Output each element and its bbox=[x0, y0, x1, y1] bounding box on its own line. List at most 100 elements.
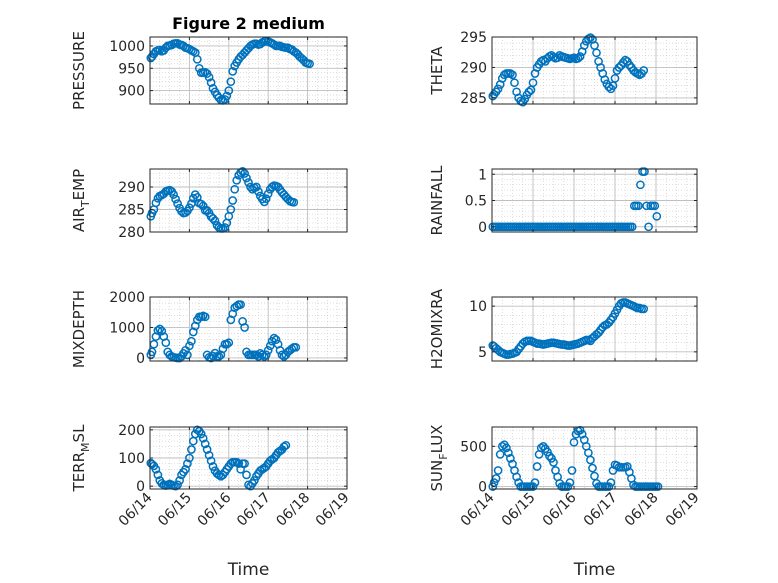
data-point bbox=[532, 462, 542, 471]
data-point bbox=[230, 184, 240, 194]
data-point bbox=[147, 347, 157, 357]
data-point bbox=[579, 41, 589, 50]
data-point bbox=[508, 70, 517, 80]
data-point bbox=[155, 324, 165, 334]
data-point bbox=[259, 352, 269, 361]
x-tick-label: 06/14 bbox=[458, 490, 498, 530]
y-tick-label: 0.5 bbox=[465, 194, 487, 210]
data-point bbox=[200, 312, 210, 322]
data-point bbox=[222, 339, 232, 349]
data-point bbox=[569, 437, 579, 447]
x-tick-label: 06/17 bbox=[581, 490, 621, 530]
data-point bbox=[206, 78, 216, 87]
y-tick-label: 0 bbox=[478, 480, 487, 496]
data-point bbox=[524, 87, 534, 97]
x-tick-label: 06/15 bbox=[155, 490, 195, 530]
axes-box bbox=[491, 426, 698, 490]
data-point bbox=[275, 345, 285, 355]
data-point bbox=[502, 443, 511, 453]
data-point bbox=[493, 84, 503, 94]
data-point bbox=[495, 450, 505, 459]
data-point bbox=[604, 82, 614, 92]
data-point bbox=[573, 53, 583, 63]
y-axis-label: TERRMSL bbox=[70, 424, 92, 493]
data-point bbox=[261, 194, 271, 204]
data-point bbox=[640, 167, 649, 176]
axes-box bbox=[149, 36, 348, 105]
figure-title: Figure 2 medium bbox=[172, 14, 325, 33]
data-point bbox=[224, 86, 234, 95]
data-point bbox=[242, 173, 251, 183]
data-point bbox=[175, 476, 184, 485]
subplot-sun_flux: 0 500 SUNFLUX 06/14 06/15 06/16 06/17 06/18 06/1… bbox=[428, 425, 703, 580]
data-point bbox=[287, 344, 297, 354]
data-point bbox=[267, 182, 277, 192]
data-point bbox=[214, 352, 224, 361]
data-point bbox=[204, 450, 214, 460]
data-point bbox=[151, 464, 161, 474]
data-point bbox=[281, 440, 291, 450]
y-axis-label: H2OMIXRA bbox=[428, 288, 446, 369]
x-tick-label: 06/16 bbox=[540, 490, 580, 530]
data-point bbox=[228, 196, 238, 205]
data-point bbox=[252, 182, 261, 192]
data-point bbox=[510, 78, 519, 88]
data-point bbox=[263, 345, 273, 355]
y-axis-label: RAINFALL bbox=[428, 165, 446, 236]
data-point bbox=[240, 459, 249, 468]
data-point bbox=[240, 169, 249, 178]
data-point bbox=[196, 199, 206, 209]
y-axis-label: THETA bbox=[428, 46, 446, 96]
data-point bbox=[636, 180, 645, 190]
y-tick-label: 100 bbox=[118, 451, 145, 467]
subplot-theta: 285 290 295 THETA bbox=[428, 30, 698, 107]
x-axis-label: Time bbox=[573, 560, 616, 580]
data-point bbox=[173, 199, 182, 208]
data-point bbox=[224, 338, 234, 348]
data-point bbox=[305, 59, 314, 69]
x-tick-label: 06/14 bbox=[116, 490, 156, 530]
data-point bbox=[185, 341, 194, 351]
data-point bbox=[261, 350, 271, 360]
y-tick-label: 285 bbox=[118, 203, 145, 219]
data-point bbox=[206, 456, 216, 466]
data-point bbox=[228, 67, 238, 76]
data-point bbox=[252, 350, 261, 360]
data-point bbox=[257, 350, 267, 360]
data-point bbox=[173, 480, 182, 490]
data-point bbox=[171, 481, 180, 491]
data-point bbox=[538, 441, 548, 451]
data-point bbox=[627, 222, 637, 232]
data-point bbox=[642, 201, 651, 211]
data-point bbox=[226, 77, 236, 87]
y-tick-label: 0 bbox=[136, 351, 145, 367]
y-tick-label: 10 bbox=[469, 299, 487, 315]
data-point bbox=[575, 52, 585, 61]
data-point bbox=[634, 201, 643, 211]
data-point bbox=[506, 454, 515, 463]
axes-box bbox=[149, 296, 348, 362]
x-axis-label: Time bbox=[227, 560, 270, 580]
data-point bbox=[244, 178, 253, 187]
data-point bbox=[271, 335, 281, 345]
data-point bbox=[644, 222, 653, 232]
data-point bbox=[565, 478, 575, 487]
x-tick-label: 06/19 bbox=[313, 490, 353, 530]
data-point bbox=[198, 433, 208, 443]
y-tick-label: 290 bbox=[460, 60, 487, 76]
data-point bbox=[161, 338, 171, 348]
x-tick-label: 06/15 bbox=[499, 490, 539, 530]
y-tick-label: 280 bbox=[118, 225, 145, 241]
data-point bbox=[185, 453, 194, 463]
data-point bbox=[208, 214, 218, 223]
data-point bbox=[592, 48, 601, 58]
data-point bbox=[157, 326, 167, 336]
data-point bbox=[234, 459, 244, 468]
data-point bbox=[232, 457, 242, 467]
axes-box bbox=[149, 168, 348, 233]
x-tick-label: 06/16 bbox=[195, 490, 235, 530]
subplot-air_temp: 280 285 290 AIRTEMP bbox=[70, 166, 348, 241]
data-point bbox=[536, 443, 546, 453]
data-point bbox=[622, 462, 632, 471]
